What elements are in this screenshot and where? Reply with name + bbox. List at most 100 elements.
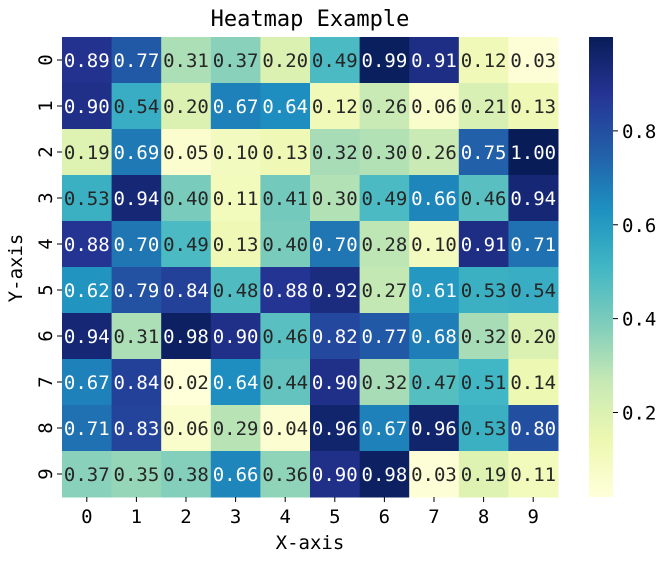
heatmap-cell xyxy=(210,405,261,452)
heatmap-cell xyxy=(161,175,212,222)
heatmap-cell xyxy=(161,359,212,406)
cell-value-label: 0.64 xyxy=(213,372,259,394)
x-tick-label: 4 xyxy=(279,506,290,528)
cell-value-label: 0.35 xyxy=(114,464,160,486)
heatmap-cell xyxy=(161,451,212,498)
y-tick-label: 2 xyxy=(35,146,57,157)
heatmap-cell xyxy=(409,129,460,176)
heatmap-cell xyxy=(310,37,361,84)
y-tick-label: 4 xyxy=(35,238,57,249)
heatmap-cell xyxy=(260,405,311,452)
heatmap-cell xyxy=(310,83,361,130)
heatmap-cell xyxy=(62,267,113,314)
heatmap-cell xyxy=(508,129,559,176)
colorbar-tick-label: 0.2 xyxy=(622,403,656,425)
heatmap-cell xyxy=(409,313,460,360)
heatmap-cell xyxy=(310,405,361,452)
cell-value-label: 0.38 xyxy=(163,464,209,486)
cell-value-label: 0.20 xyxy=(163,96,209,118)
cell-value-label: 0.03 xyxy=(411,464,457,486)
heatmap-cell xyxy=(359,359,410,406)
cell-value-label: 0.53 xyxy=(64,188,110,210)
cell-value-label: 0.91 xyxy=(411,50,457,72)
cell-value-label: 0.32 xyxy=(312,142,358,164)
x-tick-label: 2 xyxy=(180,506,191,528)
cell-value-label: 0.04 xyxy=(262,418,308,440)
cell-value-label: 0.36 xyxy=(262,464,308,486)
heatmap-cell xyxy=(111,267,162,314)
cell-value-label: 0.47 xyxy=(411,372,457,394)
heatmap-cell xyxy=(508,451,559,498)
heatmap-cell xyxy=(458,405,509,452)
y-tick-label: 1 xyxy=(35,100,57,111)
cell-value-label: 0.98 xyxy=(362,464,408,486)
heatmap-cell xyxy=(458,359,509,406)
heatmap-cell xyxy=(409,359,460,406)
cell-value-label: 0.88 xyxy=(64,234,110,256)
cell-value-label: 0.80 xyxy=(510,418,556,440)
heatmap-cell xyxy=(409,37,460,84)
heatmap-cell xyxy=(359,83,410,130)
heatmap-cell xyxy=(62,129,113,176)
y-tick-label: 5 xyxy=(35,284,57,295)
y-tick-label: 9 xyxy=(35,468,57,479)
heatmap-cell xyxy=(359,267,410,314)
heatmap-cell xyxy=(161,83,212,130)
x-axis-ticks: 0 1 2 3 4 5 6 7 8 9 xyxy=(81,497,539,528)
cell-value-label: 0.14 xyxy=(510,372,556,394)
heatmap-cell xyxy=(161,129,212,176)
cell-value-label: 0.03 xyxy=(510,50,556,72)
heatmap-cell xyxy=(210,129,261,176)
colorbar xyxy=(589,37,613,497)
heatmap-cell xyxy=(409,175,460,222)
heatmap-cell xyxy=(111,83,162,130)
cell-value-label: 0.20 xyxy=(510,326,556,348)
heatmap-cell xyxy=(210,83,261,130)
heatmap-cell xyxy=(62,221,113,268)
heatmap-cell xyxy=(260,267,311,314)
cell-value-label: 0.71 xyxy=(510,234,556,256)
colorbar-ticks: 0.2 0.4 0.6 0.8 xyxy=(613,121,656,425)
cell-value-label: 0.37 xyxy=(213,50,259,72)
cell-value-label: 0.79 xyxy=(114,280,160,302)
cell-value-label: 0.77 xyxy=(114,50,160,72)
cell-value-label: 0.02 xyxy=(163,372,209,394)
heatmap-cell xyxy=(62,405,113,452)
cell-value-label: 0.20 xyxy=(262,50,308,72)
cell-value-label: 0.53 xyxy=(461,280,507,302)
cell-value-label: 0.28 xyxy=(362,234,408,256)
heatmap-cell xyxy=(111,129,162,176)
cell-value-label: 0.49 xyxy=(163,234,209,256)
cell-value-label: 0.46 xyxy=(461,188,507,210)
cell-value-label: 0.92 xyxy=(312,280,358,302)
cell-value-label: 0.05 xyxy=(163,142,209,164)
heatmap-cell xyxy=(359,129,410,176)
cell-value-label: 0.19 xyxy=(461,464,507,486)
heatmap-cell xyxy=(260,221,311,268)
cell-value-label: 0.94 xyxy=(510,188,556,210)
cell-value-label: 0.94 xyxy=(114,188,160,210)
heatmap-cell xyxy=(508,37,559,84)
cell-value-label: 0.13 xyxy=(510,96,556,118)
cell-value-label: 0.84 xyxy=(114,372,160,394)
cell-value-label: 0.32 xyxy=(461,326,507,348)
heatmap-cell xyxy=(210,313,261,360)
heatmap-cell xyxy=(310,313,361,360)
cell-value-label: 0.54 xyxy=(114,96,160,118)
y-tick-label: 3 xyxy=(35,192,57,203)
chart-title: Heatmap Example xyxy=(211,7,410,32)
cell-value-label: 0.82 xyxy=(312,326,358,348)
y-tick-label: 0 xyxy=(35,54,57,65)
cell-value-label: 0.96 xyxy=(411,418,457,440)
x-tick-label: 1 xyxy=(131,506,142,528)
heatmap-cell xyxy=(508,313,559,360)
cell-value-label: 0.44 xyxy=(262,372,308,394)
cell-value-label: 0.32 xyxy=(362,372,408,394)
cell-value-label: 0.83 xyxy=(114,418,160,440)
heatmap-cell xyxy=(359,313,410,360)
heatmap-cell xyxy=(62,359,113,406)
cell-value-label: 0.77 xyxy=(362,326,408,348)
cell-value-label: 0.68 xyxy=(411,326,457,348)
heatmap-cell xyxy=(508,221,559,268)
cell-value-label: 0.13 xyxy=(213,234,259,256)
